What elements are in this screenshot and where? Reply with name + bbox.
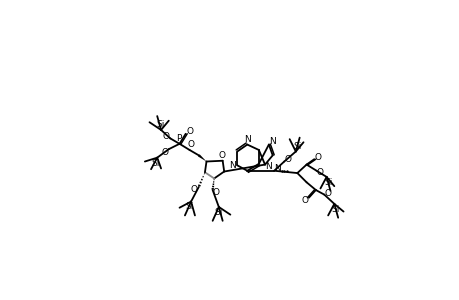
Text: Si: Si bbox=[331, 205, 339, 214]
Text: Si: Si bbox=[214, 208, 223, 217]
Text: O: O bbox=[316, 168, 323, 177]
Text: Si: Si bbox=[157, 120, 165, 129]
Text: Si: Si bbox=[323, 178, 331, 187]
Text: O: O bbox=[190, 185, 197, 194]
Text: N: N bbox=[269, 137, 275, 146]
Text: N: N bbox=[229, 161, 235, 170]
Text: O: O bbox=[213, 188, 219, 197]
Text: Si: Si bbox=[185, 202, 193, 211]
Text: O: O bbox=[187, 140, 194, 149]
Text: N: N bbox=[265, 162, 272, 171]
Text: O: O bbox=[284, 155, 291, 164]
Text: N: N bbox=[274, 164, 280, 173]
Text: O: O bbox=[161, 148, 168, 157]
Text: Si: Si bbox=[151, 158, 160, 167]
Text: O: O bbox=[314, 153, 321, 162]
Text: O: O bbox=[218, 151, 225, 160]
Text: O: O bbox=[324, 189, 331, 198]
Text: Si: Si bbox=[292, 142, 301, 151]
Text: O: O bbox=[301, 196, 308, 205]
Polygon shape bbox=[197, 154, 206, 161]
Text: N: N bbox=[243, 136, 250, 145]
Text: O: O bbox=[186, 127, 193, 136]
Text: O: O bbox=[162, 132, 169, 141]
Text: P: P bbox=[176, 134, 181, 143]
